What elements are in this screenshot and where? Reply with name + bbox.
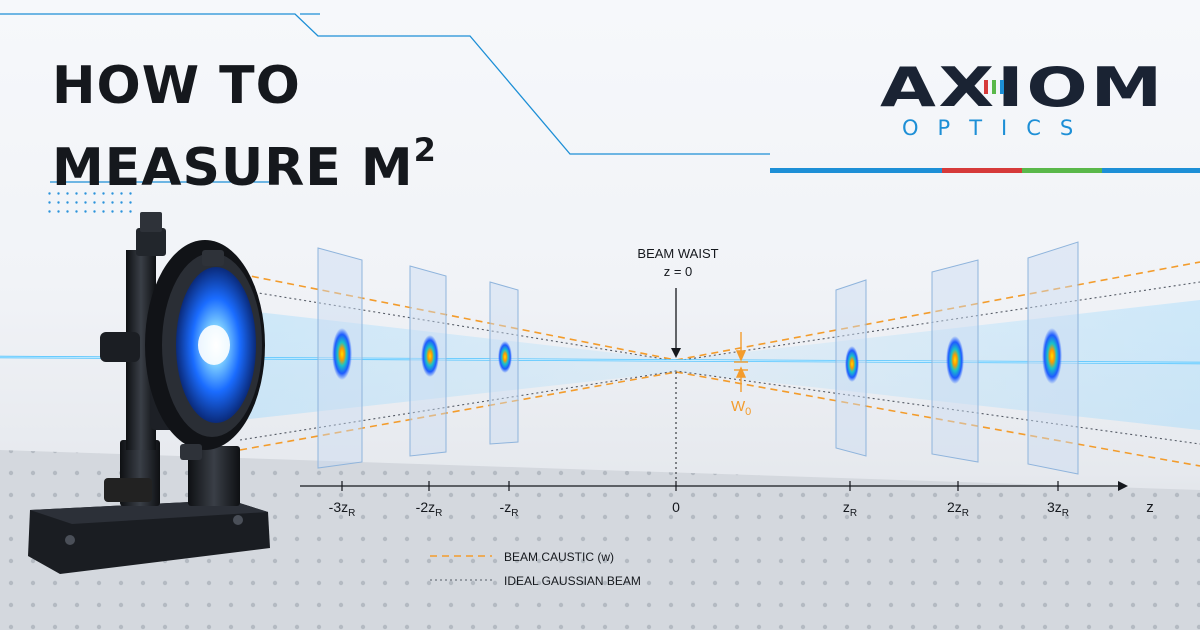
tick-label-negzr: -zR: [500, 499, 519, 519]
top-decor-line: [0, 13, 770, 155]
tick-label-zero: 0: [672, 499, 680, 515]
page-title: HOW TO MEASURE M2: [52, 54, 437, 200]
measurement-plane-4: [835, 279, 867, 457]
legend-caustic-label: BEAM CAUSTIC (w): [504, 550, 614, 564]
z-axis-ticks: [341, 481, 1059, 491]
measurement-plane-2: [409, 265, 447, 457]
beam-caustic-lines: [239, 261, 1200, 467]
brand-stripe-blue: [770, 168, 942, 173]
title-line-1: HOW TO: [52, 56, 301, 116]
tick-label-zr: zR: [843, 499, 857, 519]
title-line-2: MEASURE M: [52, 138, 414, 198]
beam-glow: [240, 300, 1200, 430]
z-axis-label: z: [1146, 499, 1154, 516]
beam-waist-label: BEAM WAIST: [637, 246, 718, 261]
lens-mount: [28, 212, 270, 574]
brand-logo[interactable]: AXIOM: [880, 60, 1170, 114]
tick-label-3zr: 3zR: [1047, 499, 1069, 519]
measurement-plane-1: [317, 247, 363, 469]
measurement-plane-3: [489, 281, 519, 445]
measurement-plane-5: [931, 259, 979, 463]
brand-stripe-blue-2: [1102, 168, 1200, 173]
measurement-plane-6: [1027, 241, 1079, 475]
brand-x-accent: [984, 80, 1004, 94]
waist-radius-label: W0: [731, 398, 751, 418]
waist-position-label: z = 0: [664, 264, 693, 279]
dot-grid: [48, 192, 138, 218]
brand-stripe-green: [1022, 168, 1102, 173]
brand-stripe-red: [942, 168, 1022, 173]
legend-gaussian-label: IDEAL GAUSSIAN BEAM: [504, 574, 641, 588]
tick-label-2zr: 2zR: [947, 499, 969, 519]
tick-label-neg2zr: -2zR: [416, 499, 443, 519]
brand-tagline: OPTICS: [902, 116, 1093, 140]
legend: BEAM CAUSTIC (w) IDEAL GAUSSIAN BEAM: [430, 550, 641, 588]
tick-label-neg3zr: -3zR: [329, 499, 356, 519]
title-superscript: 2: [413, 131, 437, 169]
waist-radius-marker: [734, 332, 748, 392]
brand-wordmark: AXIOM: [880, 60, 1165, 114]
